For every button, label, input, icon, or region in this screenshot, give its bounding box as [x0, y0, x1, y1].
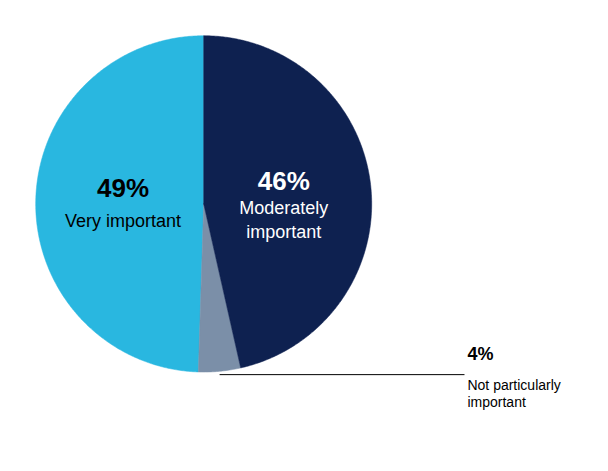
svg-text:4%: 4%: [467, 344, 493, 364]
svg-text:49%: 49%: [97, 173, 149, 203]
svg-text:Very important: Very important: [65, 211, 181, 231]
svg-text:Not particularlyimportant: Not particularlyimportant: [467, 377, 560, 411]
svg-text:Moderatelyimportant: Moderatelyimportant: [239, 198, 328, 241]
svg-text:46%: 46%: [258, 166, 310, 196]
